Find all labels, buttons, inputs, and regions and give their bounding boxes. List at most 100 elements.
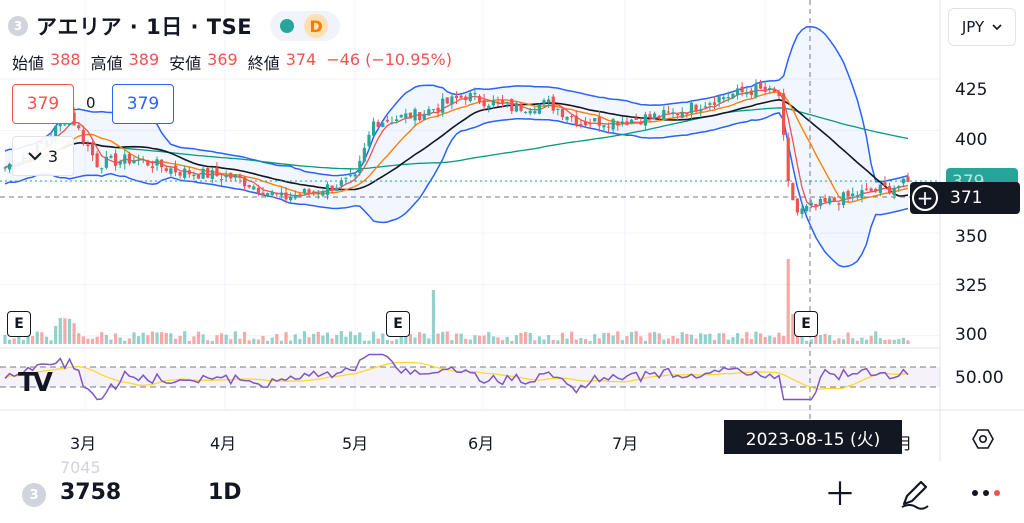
- indicators-collapse-button[interactable]: 3: [12, 136, 74, 176]
- candle: [864, 183, 869, 191]
- volume-bar: [500, 340, 505, 344]
- more-menu-button[interactable]: [972, 490, 1000, 496]
- close-value: 374: [285, 50, 317, 69]
- candle: [325, 181, 330, 200]
- volume-bar: [395, 339, 399, 344]
- volume-bar: [906, 340, 910, 344]
- volume-bar: [892, 339, 896, 344]
- month-label: 6月: [468, 434, 495, 453]
- crosshair-price-label[interactable]: + 371: [910, 182, 1020, 214]
- rsi-pane: [0, 353, 940, 401]
- candle: [579, 120, 583, 129]
- candle: [215, 162, 219, 177]
- volume-bar: [404, 333, 408, 344]
- candle: [261, 186, 265, 197]
- candle: [100, 167, 104, 174]
- add-button[interactable]: ＋: [824, 475, 857, 513]
- volume-bar: [427, 338, 431, 344]
- candle: [782, 88, 786, 141]
- candle: [639, 117, 643, 126]
- volume-bar: [551, 339, 555, 344]
- volume-bar: [335, 335, 339, 344]
- candle: [556, 108, 560, 116]
- volume-bar: [8, 339, 12, 344]
- market-status[interactable]: D: [270, 11, 341, 41]
- candle: [150, 160, 155, 173]
- low-label: 安値: [169, 54, 202, 73]
- candle: [805, 203, 809, 213]
- candle: [593, 117, 597, 122]
- volume-bar: [155, 332, 159, 344]
- candle: [671, 108, 675, 118]
- interval-button[interactable]: 1D: [208, 480, 242, 505]
- volume-bar: [44, 336, 49, 344]
- volume-bar: [625, 336, 629, 344]
- volume-bar: [772, 337, 776, 344]
- volume-bar: [316, 331, 320, 344]
- volume-bar: [593, 334, 597, 344]
- high-value: 389: [128, 50, 160, 69]
- candle: [533, 106, 537, 115]
- indicator-value-red[interactable]: 379: [12, 84, 74, 124]
- add-alert-plus-icon[interactable]: +: [912, 185, 938, 211]
- candle: [901, 178, 905, 188]
- open-value: 388: [50, 50, 81, 69]
- volume-bar: [238, 338, 242, 344]
- volume-bar: [597, 338, 601, 344]
- volume-bar: [210, 340, 214, 344]
- volume-bar: [602, 332, 606, 344]
- volume-bar: [413, 337, 417, 344]
- candle: [3, 166, 7, 172]
- earnings-marker[interactable]: E: [7, 311, 31, 337]
- drawing-tools-button[interactable]: [898, 476, 932, 514]
- candle: [229, 172, 233, 181]
- volume-bar: [408, 334, 413, 344]
- candle: [371, 117, 376, 137]
- candle: [648, 110, 652, 123]
- candle: [390, 116, 394, 125]
- candle: [606, 122, 611, 133]
- volume-bar: [72, 323, 76, 344]
- candle: [699, 104, 703, 117]
- candle: [597, 111, 601, 132]
- volume-bar: [86, 338, 90, 344]
- earnings-marker[interactable]: E: [386, 311, 410, 337]
- candle: [528, 107, 532, 116]
- currency-label: JPY: [961, 18, 985, 36]
- candle: [399, 114, 403, 119]
- symbol-title[interactable]: アエリア · 1日 · TSE: [36, 15, 253, 39]
- bollinger-lower: [4, 112, 909, 268]
- candle: [726, 91, 730, 102]
- volume-bar: [643, 340, 647, 344]
- volume-bar: [371, 331, 376, 344]
- volume-bar: [662, 339, 666, 344]
- candle: [256, 184, 260, 197]
- indicator-value-blue[interactable]: 379: [112, 84, 174, 124]
- volume-bar: [860, 337, 864, 344]
- price-chart[interactable]: [0, 0, 1024, 462]
- volume-bar: [441, 331, 445, 344]
- candle: [210, 167, 214, 184]
- volume-bar: [745, 331, 749, 344]
- volume-bar: [560, 332, 565, 344]
- footer-symbol-badge: 3: [22, 483, 46, 507]
- market-open-dot-icon: [280, 19, 295, 33]
- price-tick: 425: [955, 80, 988, 100]
- chart-settings-button[interactable]: [970, 426, 996, 452]
- candle: [791, 182, 795, 201]
- candle: [192, 171, 196, 181]
- volume-bar: [676, 338, 680, 344]
- volume-bar: [100, 332, 104, 344]
- candle: [178, 171, 182, 179]
- candle: [542, 98, 546, 107]
- footer-symbol-code[interactable]: 3758: [60, 480, 122, 505]
- currency-selector[interactable]: JPY: [948, 8, 1016, 46]
- volume-bar: [266, 340, 270, 344]
- volume-bar: [851, 338, 855, 344]
- candle: [219, 173, 224, 186]
- volume-bar: [514, 335, 518, 344]
- candle: [408, 112, 413, 119]
- candle: [841, 191, 846, 209]
- volume-bar: [233, 331, 237, 344]
- earnings-marker[interactable]: E: [794, 311, 818, 337]
